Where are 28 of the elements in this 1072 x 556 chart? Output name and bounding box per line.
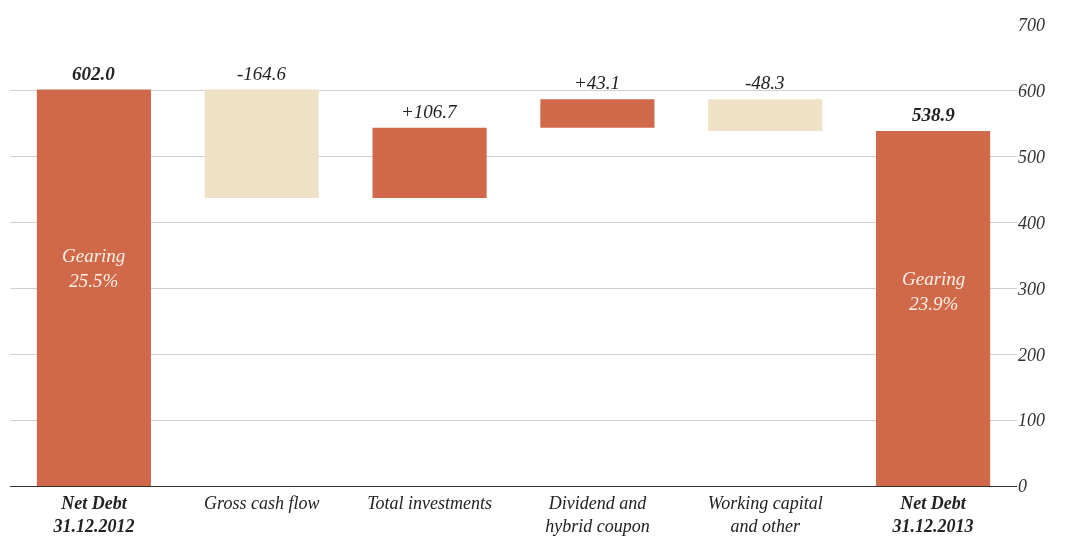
y-tick-label: 400 [1018, 212, 1045, 233]
y-tick-label: 200 [1018, 344, 1045, 365]
x-tick-label: Total investments [367, 492, 492, 513]
x-tick-label: Net Debt 31.12.2013 [891, 492, 974, 536]
bar [540, 99, 655, 128]
x-tick-label: Net Debt 31.12.2012 [52, 492, 135, 536]
bar [708, 99, 823, 132]
bar [36, 89, 151, 486]
x-tick-label: Dividend and hybrid coupon [545, 492, 650, 536]
data-label: +106.7 [401, 101, 459, 122]
y-tick-label: 600 [1018, 81, 1045, 102]
x-tick-label: Gross cash flow [204, 492, 320, 513]
y-tick-label: 100 [1018, 410, 1045, 431]
data-label: 538.9 [912, 104, 956, 125]
y-tick-label: 300 [1017, 278, 1045, 299]
bar [204, 89, 319, 198]
data-label: -48.3 [745, 72, 785, 93]
data-label: -164.6 [237, 63, 287, 84]
annotation: Gearing 23.9% [902, 268, 966, 314]
y-tick-label: 0 [1018, 476, 1027, 497]
bar [876, 131, 991, 486]
data-label: +43.1 [574, 72, 621, 93]
data-label: 602.0 [72, 63, 116, 84]
annotation: Gearing 25.5% [62, 245, 126, 291]
bar [372, 127, 487, 198]
y-tick-label: 700 [1018, 15, 1045, 36]
x-tick-label: Working capital and other [707, 492, 823, 536]
y-tick-label: 500 [1018, 147, 1045, 168]
